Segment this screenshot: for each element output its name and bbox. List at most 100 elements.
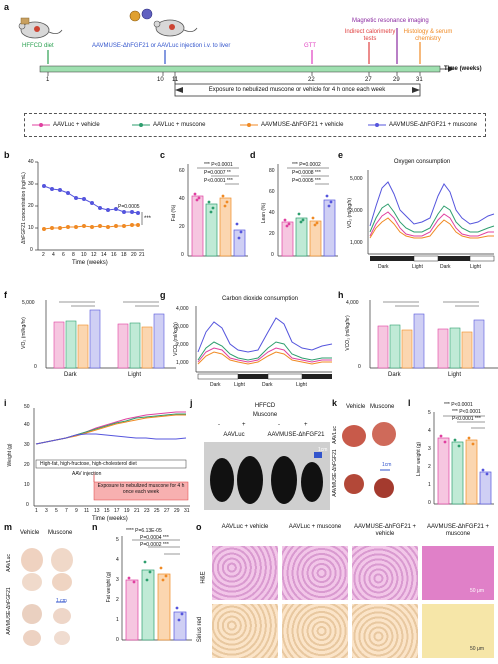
x-tick: 21 xyxy=(139,252,145,258)
bar xyxy=(437,437,450,505)
y-tick: 10 xyxy=(28,225,34,231)
x-tick: 27 xyxy=(164,508,170,514)
tick-label: 1 xyxy=(46,77,50,83)
diet-header: HFFCD xyxy=(254,403,276,409)
tick-label: 22 xyxy=(308,77,315,83)
y-tick: 10 xyxy=(24,482,30,488)
column-header: AAVLuc + muscone xyxy=(288,524,342,530)
p-value: P<0.0001 *** xyxy=(452,416,481,422)
legend-item: AAVMUSE-ΔhFGF21 + vehicle xyxy=(261,122,344,128)
panel-label-k: k xyxy=(332,398,338,408)
bar xyxy=(465,439,478,505)
muscone-minus: - xyxy=(278,422,280,428)
y-tick: 20 xyxy=(28,203,34,209)
group-label: AAVLuc xyxy=(223,432,245,438)
x-tick: 18 xyxy=(121,252,127,258)
panel-label-l: l xyxy=(408,398,411,408)
y-tick: 80 xyxy=(269,168,275,174)
x-tick: 29 xyxy=(174,508,180,514)
y-tick: 0 xyxy=(271,252,274,258)
x-tick: 3 xyxy=(45,508,48,514)
time-weeks-label: Time (weeks) xyxy=(444,66,482,72)
y-tick: 5,000 xyxy=(22,300,35,306)
y-tick: 1,000 xyxy=(176,360,189,366)
y-tick: 4 xyxy=(116,557,119,563)
scale-label: 1cm xyxy=(318,447,328,453)
mouse-icon xyxy=(18,21,63,39)
x-tick: 6 xyxy=(62,252,65,258)
bar xyxy=(125,579,139,641)
group-label: Dark xyxy=(64,372,77,378)
legend-markers xyxy=(32,123,386,127)
x-tick: 20 xyxy=(131,252,137,258)
y-tick: 20 xyxy=(269,231,275,237)
bar xyxy=(451,441,464,505)
chart-title: Carbon dioxide consumption xyxy=(221,296,299,302)
y-tick: 3,000 xyxy=(176,324,189,330)
panel-f-bar-chart xyxy=(45,300,176,369)
scale-label: 1cm xyxy=(382,462,392,468)
row-label: AAVMUSE-ΔhFGF21 xyxy=(6,587,12,635)
panel-label-f: f xyxy=(4,290,7,300)
column-header: Vehicle xyxy=(20,530,40,536)
tick-label: 11 xyxy=(172,77,179,83)
panel-label-n: n xyxy=(92,522,98,532)
x-tick: 19 xyxy=(124,508,130,514)
column-header: AAVMUSE-ΔhFGF21 + vehicle xyxy=(353,524,417,537)
row-label: Sirius red xyxy=(197,616,204,643)
panel-n-bar-chart xyxy=(121,536,192,641)
y-tick: 3,000 xyxy=(350,208,363,214)
x-tick: 5 xyxy=(55,508,58,514)
tick-label: 29 xyxy=(393,77,400,83)
muscone-minus: - xyxy=(218,422,220,428)
dark-label: Dark xyxy=(262,382,273,388)
group-label: Dark xyxy=(388,372,401,378)
y-tick: 50 xyxy=(24,404,30,410)
dark-label: Dark xyxy=(210,382,221,388)
p-value: P=0.0005 xyxy=(118,204,140,210)
x-tick: 11 xyxy=(84,508,90,514)
timeline-bar xyxy=(39,65,441,73)
p-value: P=0.0008 *** xyxy=(292,170,321,176)
bar xyxy=(173,611,187,641)
y-tick: 30 xyxy=(28,181,34,187)
y-tick: 3 xyxy=(428,446,431,452)
y-tick: 0 xyxy=(428,500,431,506)
p-value: *** P=0.0002 xyxy=(292,162,321,168)
x-axis-label: Time (weeks) xyxy=(92,516,128,522)
panel-label-b: b xyxy=(4,150,10,160)
y-tick: 4,000 xyxy=(176,306,189,312)
histology-image xyxy=(352,546,418,600)
p-value: P<0.0001 *** xyxy=(204,178,233,184)
p-value: P=0.0005 *** xyxy=(292,178,321,184)
bar xyxy=(157,573,171,641)
panel-label-e: e xyxy=(338,150,344,160)
histology-image xyxy=(212,546,278,600)
bar xyxy=(479,471,492,505)
dark-label: Dark xyxy=(378,264,389,270)
y-tick: 1,000 xyxy=(350,240,363,246)
panel-label-d: d xyxy=(250,150,256,160)
scale-label: 50 μm xyxy=(470,646,484,652)
x-tick: 9 xyxy=(75,508,78,514)
row-label: AAVLuc xyxy=(331,426,338,444)
y-axis-label: Fat weight (g) xyxy=(106,571,112,603)
bar xyxy=(219,197,232,257)
exposure-label: Exposure to nebulized muscone or vehicle… xyxy=(208,87,386,93)
panel-label-g: g xyxy=(160,290,166,300)
bar xyxy=(205,203,218,257)
bar xyxy=(191,195,204,257)
histology-image xyxy=(422,604,494,658)
p-value: *** P<0.0001 xyxy=(204,162,233,168)
panel-g-trace-chart xyxy=(195,306,333,380)
y-axis-label: Liver weight (g) xyxy=(416,441,422,477)
panel-label-m: m xyxy=(4,522,13,532)
column-header: Vehicle xyxy=(346,404,366,410)
y-tick: 4 xyxy=(428,428,431,434)
bar xyxy=(309,220,322,257)
y-tick: 2 xyxy=(428,464,431,470)
histology-image xyxy=(212,604,278,658)
x-tick: 15 xyxy=(104,508,110,514)
y-tick: 1 xyxy=(428,482,431,488)
p-value: **** P=6.13E-05 xyxy=(126,528,162,534)
